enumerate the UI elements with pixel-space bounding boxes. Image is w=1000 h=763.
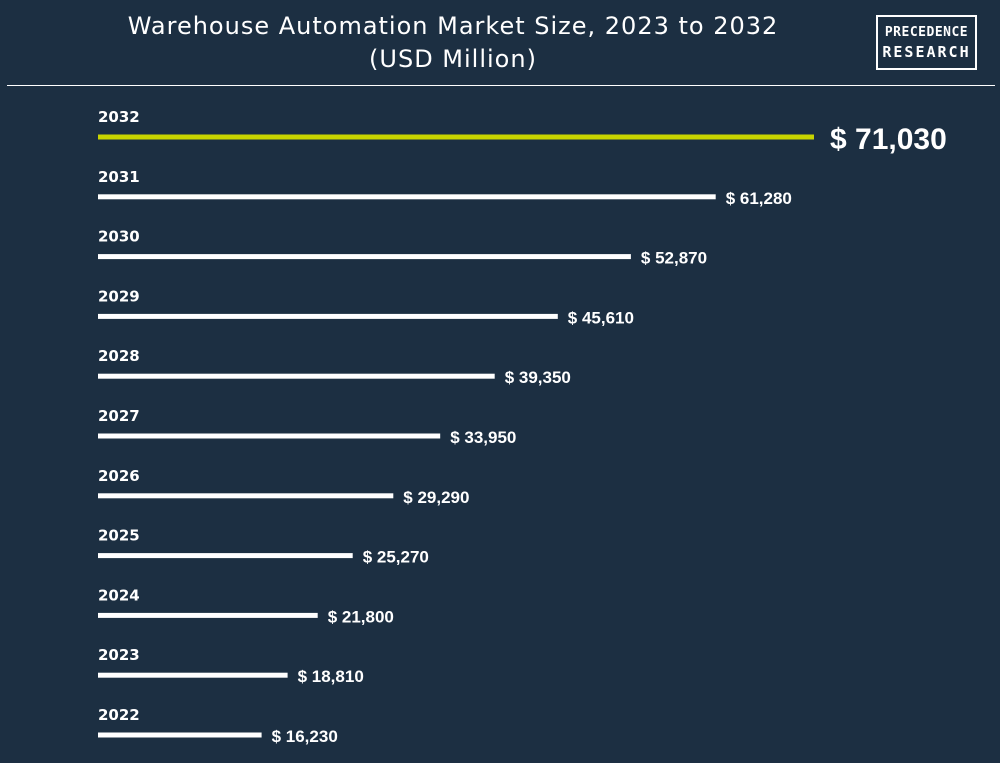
value-label: $ 45,610 — [568, 308, 634, 327]
header-divider — [7, 85, 995, 86]
bar — [98, 313, 558, 319]
chart-title: Warehouse Automation Market Size, 2023 t… — [0, 10, 906, 76]
value-label: $ 29,290 — [403, 488, 469, 507]
value-label: $ 21,800 — [328, 607, 394, 626]
bar — [98, 433, 441, 439]
chart-title-line1: Warehouse Automation Market Size, 2023 t… — [127, 12, 779, 40]
bar — [98, 493, 394, 499]
value-label: $ 33,950 — [450, 428, 516, 447]
bar — [98, 553, 353, 559]
category-label: 2031 — [98, 168, 140, 186]
bar — [98, 134, 814, 140]
bar — [98, 373, 495, 379]
bar — [98, 254, 631, 260]
bar — [98, 732, 262, 738]
category-label: 2032 — [98, 108, 140, 126]
category-label: 2030 — [98, 228, 140, 246]
category-label: 2028 — [98, 347, 140, 365]
logo-line2: RESEARCH — [882, 42, 971, 61]
precedence-research-logo: PRECEDENCE RESEARCH — [876, 15, 977, 70]
category-label: 2024 — [98, 586, 140, 604]
value-label: $ 71,030 — [830, 123, 947, 156]
category-label: 2023 — [98, 646, 140, 664]
value-label: $ 39,350 — [505, 368, 571, 387]
value-label: $ 18,810 — [298, 667, 364, 686]
bar — [98, 672, 288, 678]
value-label: $ 52,870 — [641, 249, 707, 268]
value-label: $ 16,230 — [272, 727, 338, 746]
category-label: 2027 — [98, 407, 140, 425]
bar — [98, 612, 318, 618]
logo-line1: PRECEDENCE — [884, 24, 969, 40]
value-label: $ 25,270 — [363, 548, 429, 567]
chart-title-line2: (USD Million) — [369, 45, 537, 73]
category-label: 2022 — [98, 706, 140, 724]
category-label: 2026 — [98, 467, 140, 485]
category-label: 2029 — [98, 287, 140, 305]
bar — [98, 194, 716, 200]
value-label: $ 61,280 — [726, 189, 792, 208]
category-label: 2025 — [98, 527, 140, 545]
